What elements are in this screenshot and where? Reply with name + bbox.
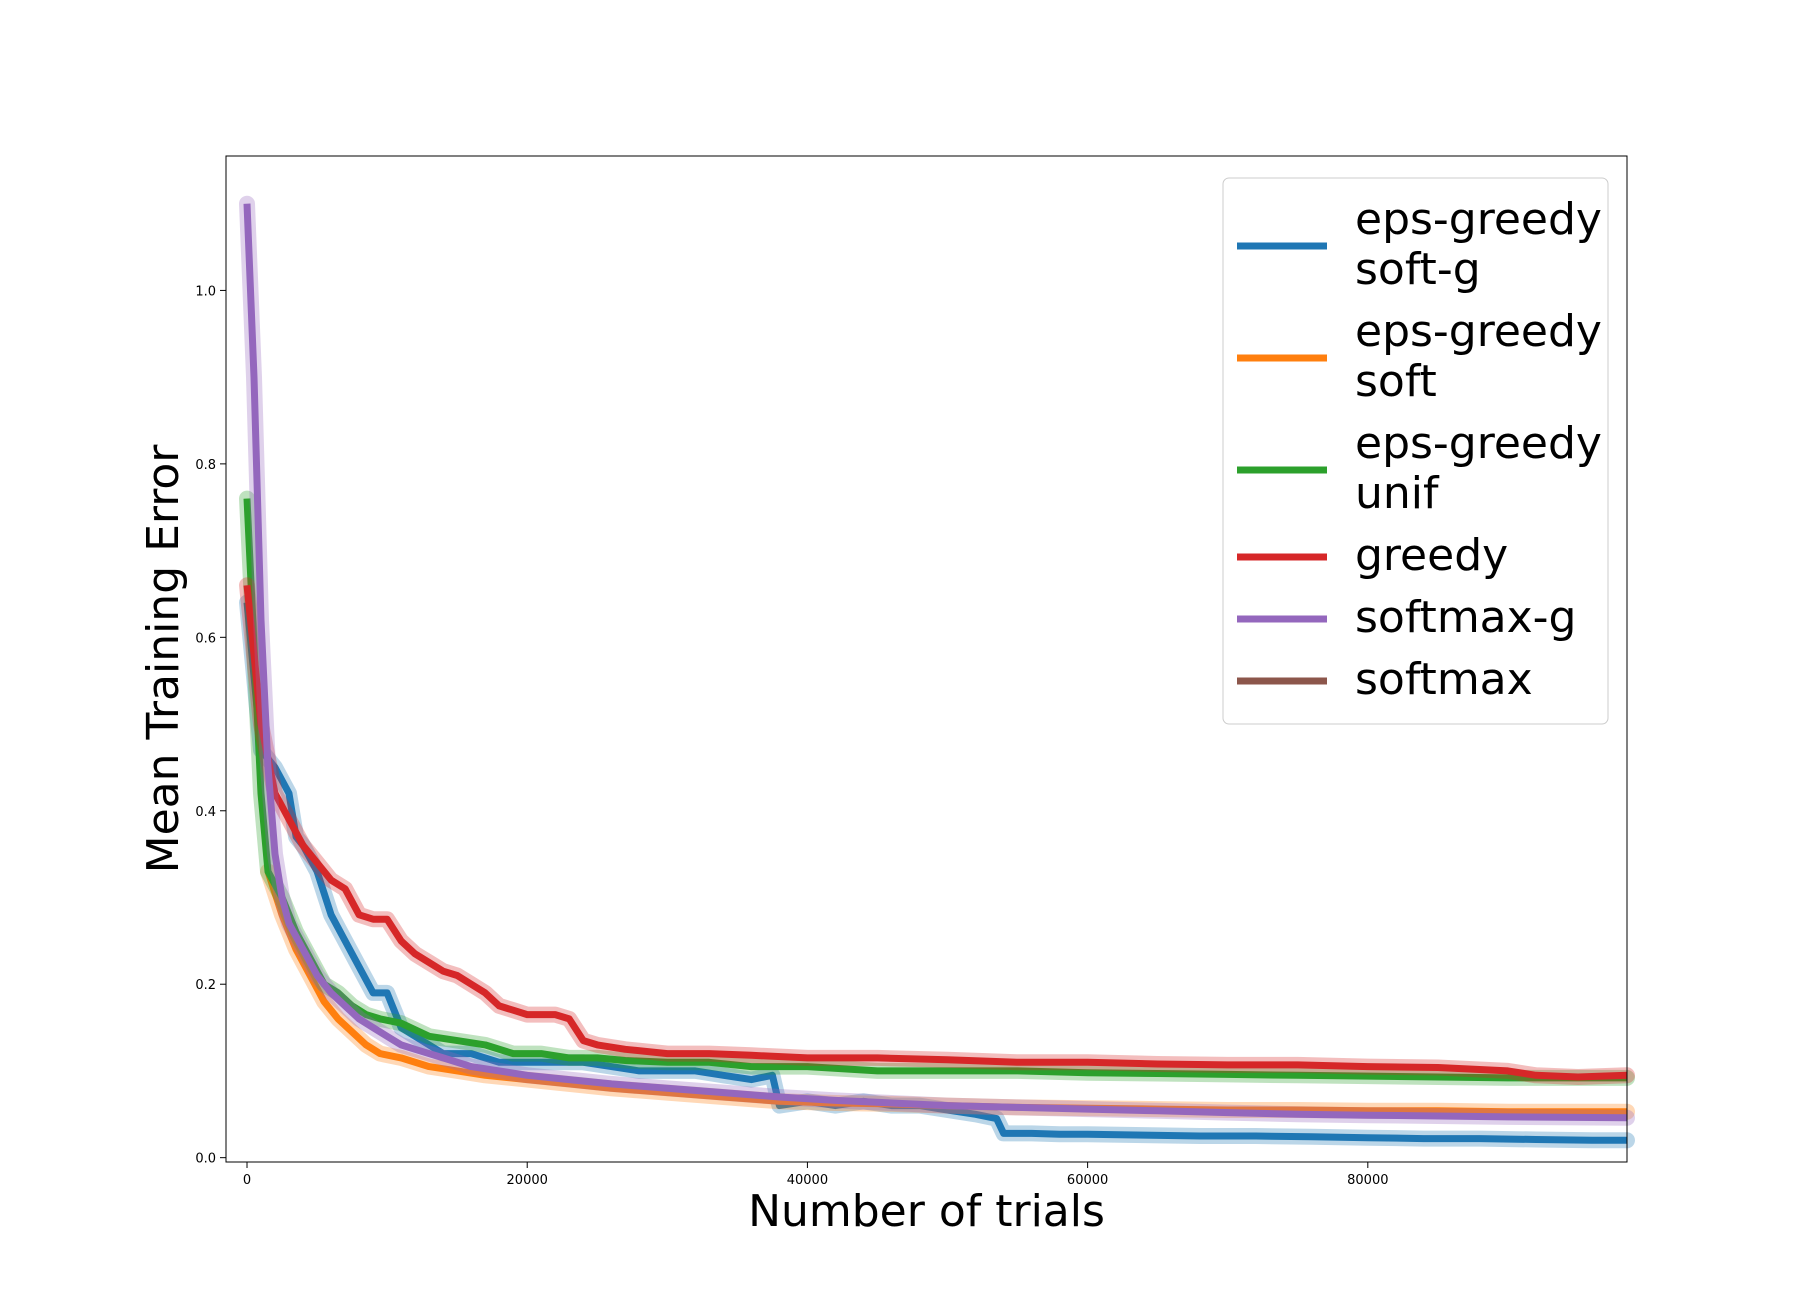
plot-area-frame [225, 155, 1628, 1163]
y-tick-label: 1.0 [195, 284, 216, 299]
plot-lines [239, 195, 1635, 1149]
legend-entry-label: eps-greedy unif [1355, 418, 1602, 519]
x-axis-title: Number of trials [748, 1186, 1105, 1237]
legend-entry-label: eps-greedy soft-g [1355, 194, 1602, 295]
y-axis: 0.0 0.2 0.4 0.6 0.8 1.0 [195, 284, 226, 1167]
x-tick-label: 0 [243, 1173, 251, 1188]
legend-entry-label: softmax-g [1355, 592, 1576, 643]
y-axis-title: Mean Training Error [138, 444, 189, 874]
x-tick-label: 40000 [787, 1173, 828, 1188]
series-line [243, 602, 1627, 1144]
series-line [243, 584, 1628, 1081]
legend-frame [1222, 177, 1609, 725]
x-tick-label: 80000 [1347, 1173, 1388, 1188]
legend-entry-label: softmax [1355, 654, 1533, 705]
y-tick-label: 0.0 [195, 1152, 216, 1167]
y-tick-label: 0.6 [195, 631, 216, 646]
legend: eps-greedy soft-g eps-greedy soft eps-greedy… [1222, 177, 1609, 725]
legend-entry-label: eps-greedy soft [1355, 306, 1602, 407]
x-tick-label: 20000 [507, 1173, 548, 1188]
y-tick-label: 0.8 [195, 458, 216, 473]
series-line [243, 203, 1628, 1122]
y-tick-label: 0.4 [195, 805, 216, 820]
y-tick-label: 0.2 [195, 978, 216, 993]
x-axis: 0 20000 40000 60000 80000 [243, 1162, 1388, 1188]
x-tick-label: 60000 [1067, 1173, 1108, 1188]
legend-entry-label: greedy [1355, 530, 1508, 581]
